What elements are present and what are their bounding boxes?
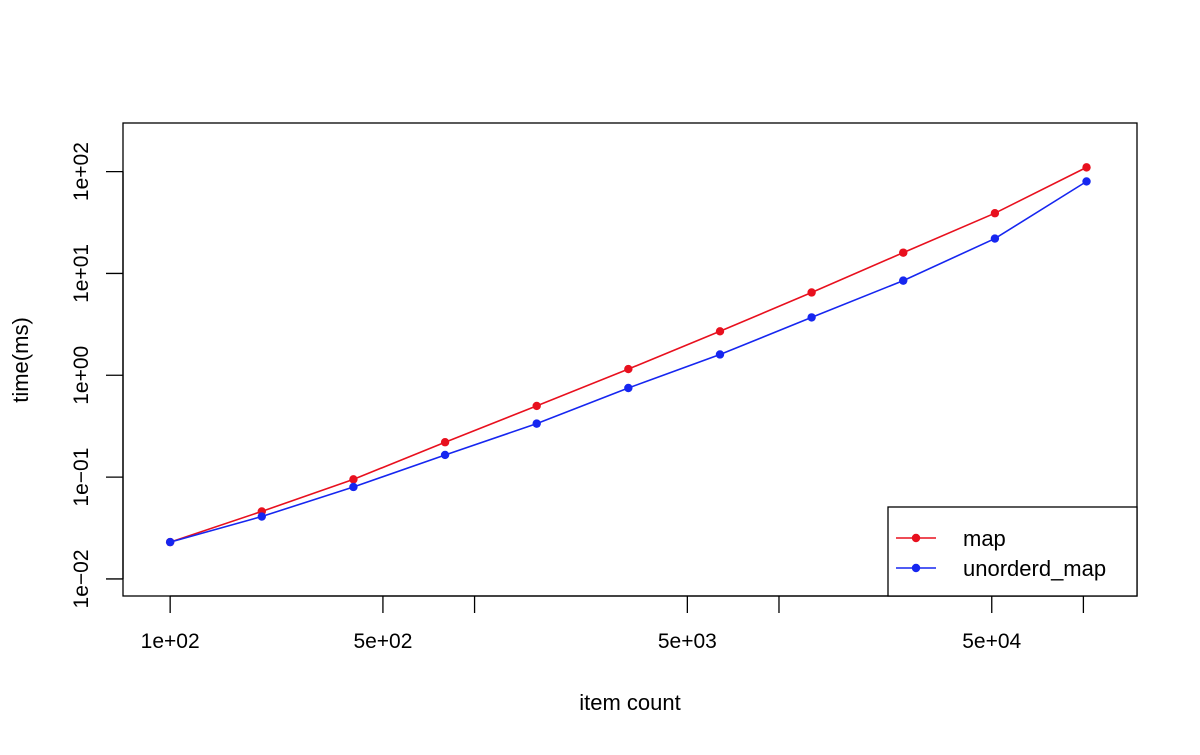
data-point-map [807,288,816,297]
legend: map unorderd_map [887,506,1138,597]
data-point-map [440,438,450,447]
data-point-map [349,475,358,484]
data-point-unorderd-map [990,234,1000,243]
data-point-unorderd-map [349,482,358,492]
legend-marker-unorderd-map [911,563,921,573]
y-tick-label: 1e+01 [70,244,93,303]
data-point-unorderd-map [440,450,450,460]
series-line-map [169,166,1087,543]
data-point-unorderd-map [899,276,908,285]
x-tick-label: 5e+02 [353,630,412,653]
data-point-unorderd-map [532,419,541,428]
x-tick-label: 1e+02 [141,630,200,653]
legend-label-map: map [963,526,1006,551]
y-axis: 1e−02 1e−01 1e+00 1e+01 1e+02 [70,142,124,608]
legend-marker-map [911,533,921,543]
legend-box [887,506,1138,597]
data-point-unorderd-map [715,350,725,359]
series-unorderd-map [165,177,1091,547]
x-tick-label: 5e+04 [962,630,1021,653]
data-point-map [899,248,908,257]
legend-label-unorderd-map: unorderd_map [963,556,1106,581]
series-map [165,163,1091,547]
data-point-unorderd-map [257,512,266,521]
series-line-unorderd-map [169,180,1087,543]
data-point-unorderd-map [165,537,175,547]
data-point-unorderd-map [1082,177,1091,186]
y-axis-label: time(ms) [8,317,33,403]
x-axis: 1e+02 5e+02 5e+03 5e+04 [141,595,1085,653]
y-tick-label: 1e+02 [70,142,93,201]
data-point-unorderd-map [807,313,816,322]
data-point-map [532,401,541,411]
y-tick-label: 1e+00 [70,346,93,405]
y-tick-label: 1e−01 [70,448,93,507]
series-layer [165,163,1091,547]
data-point-unorderd-map [624,383,633,393]
x-tick-label: 5e+03 [658,630,717,653]
y-tick-label: 1e−02 [70,549,93,608]
data-point-map [1082,163,1091,172]
data-point-map [624,364,633,374]
data-point-map [715,327,725,336]
data-point-map [990,209,1000,218]
x-axis-label: item count [579,690,681,715]
